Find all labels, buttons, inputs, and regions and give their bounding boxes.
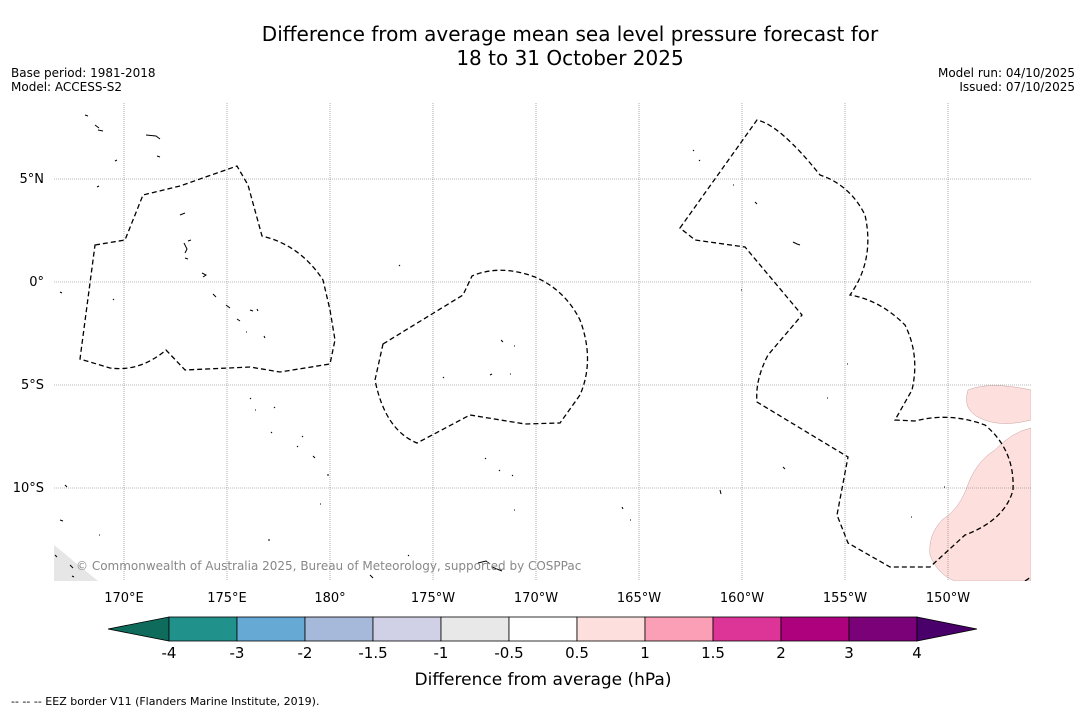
lon-label: 170°E — [104, 591, 144, 606]
anomaly-shade-south — [929, 427, 1031, 581]
phoenix-islands — [398, 264, 515, 511]
colorbar-segment — [236, 616, 306, 642]
ocean — [54, 103, 1031, 581]
lon-label: 180° — [314, 591, 345, 606]
colorbar-tick-label: -3 — [230, 644, 245, 662]
line-islands — [621, 149, 945, 521]
colorbar-tick-label: 4 — [912, 644, 922, 662]
colorbar-label: Difference from average (hPa) — [415, 670, 672, 690]
issued-date: Issued: 07/10/2025 — [959, 80, 1075, 94]
colorbar-segment — [440, 616, 510, 642]
lon-label: 165°W — [617, 591, 661, 606]
eez-legend-note: -- -- -- EEZ border V11 (Flanders Marine… — [11, 695, 320, 708]
colorbar-tick-label: -1.5 — [358, 644, 387, 662]
title-line-1: Difference from average mean sea level p… — [261, 22, 879, 46]
lat-label: 0° — [29, 275, 44, 290]
colorbar-tick-label: 0.5 — [565, 644, 589, 662]
colorbar-tick-label: -1 — [434, 644, 449, 662]
graticule — [54, 103, 1031, 581]
southern-islands — [54, 484, 503, 579]
title-line-2: 18 to 31 October 2025 — [456, 46, 684, 70]
lon-labels: 170°E 175°E 180° 175°W 170°W 165°W 160°W… — [104, 591, 970, 606]
colorbar-tick-label: 2 — [776, 644, 786, 662]
chart-title: Difference from average mean sea level p… — [0, 22, 1085, 70]
colorbar-tick-label: -0.5 — [494, 644, 523, 662]
lon-label: 150°W — [926, 591, 970, 606]
base-period: Base period: 1981-2018 — [11, 66, 156, 80]
map-area: © Commonwealth of Australia 2025, Bureau… — [54, 103, 1031, 581]
western-islands — [59, 114, 329, 505]
colorbar-segment — [576, 616, 646, 642]
colorbar-ticks: -4 -3 -2 -1.5 -1 -0.5 0.5 1 1.5 2 3 4 — [162, 644, 922, 662]
lat-label: 10°S — [13, 481, 44, 496]
islands — [54, 114, 945, 579]
colorbar-segment — [168, 616, 238, 642]
colorbar-segment — [848, 616, 918, 642]
eez-line-cook — [679, 119, 1014, 568]
eez-edge — [1024, 576, 1031, 581]
lon-label: 155°W — [823, 591, 867, 606]
colorbar-tick-label: 1 — [640, 644, 650, 662]
colorbar-extension-low — [107, 616, 170, 642]
colorbar-tick-label: -2 — [298, 644, 313, 662]
colorbar-segment — [372, 616, 442, 642]
land-patch — [54, 545, 98, 581]
eez-phoenix — [374, 269, 589, 444]
colorbar-extension-high — [916, 616, 978, 642]
colorbar-tick-label: -4 — [162, 644, 177, 662]
colorbar-segment — [304, 616, 374, 642]
run-info: Model run: 04/10/2025 Issued: 07/10/2025 — [938, 66, 1075, 94]
colorbar-segment — [712, 616, 782, 642]
colorbar-segment — [780, 616, 850, 642]
lon-label: 170°W — [514, 591, 558, 606]
base-info: Base period: 1981-2018 Model: ACCESS-S2 — [11, 66, 156, 94]
eez-borders — [79, 119, 1031, 581]
colorbar-segment — [508, 616, 578, 642]
lat-label: 5°N — [20, 172, 45, 187]
model-name: Model: ACCESS-S2 — [11, 80, 123, 94]
lat-label: 5°S — [21, 378, 44, 393]
lat-labels: 5°N 0° 5°S 10°S — [13, 172, 44, 496]
lon-label: 175°W — [411, 591, 455, 606]
anomaly-shade-north — [966, 385, 1031, 424]
lon-label: 160°W — [720, 591, 764, 606]
copyright-notice: © Commonwealth of Australia 2025, Bureau… — [76, 559, 581, 573]
colorbar-tick-label: 1.5 — [701, 644, 725, 662]
eez-kiribati-gilbert — [79, 165, 336, 373]
lon-label: 175°E — [207, 591, 247, 606]
colorbar — [107, 616, 978, 642]
colorbar-segment — [644, 616, 714, 642]
colorbar-tick-label: 3 — [844, 644, 854, 662]
model-run: Model run: 04/10/2025 — [937, 66, 1075, 80]
